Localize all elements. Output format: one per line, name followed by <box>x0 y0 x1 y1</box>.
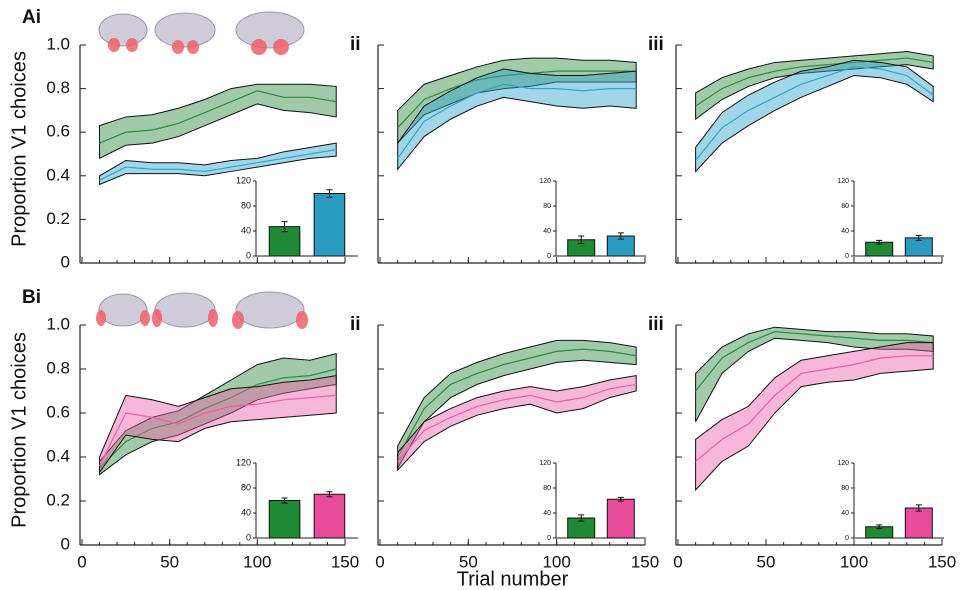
error-bar <box>915 234 922 241</box>
y-tick-label: 0.8 <box>46 78 70 97</box>
error-bar <box>281 497 288 504</box>
mean-line <box>397 383 637 462</box>
y-tick-label: 0 <box>61 534 70 553</box>
inset-y-tick-label: 0 <box>246 250 251 260</box>
inset-bar <box>313 493 346 539</box>
panel-label: ii <box>350 34 361 55</box>
inset-y-tick-label: 120 <box>539 178 551 185</box>
inset-y-tick-label: 40 <box>841 510 849 517</box>
error-bar <box>578 235 585 244</box>
mean-line <box>695 330 934 392</box>
mean-line <box>98 394 337 467</box>
inset-y-tick-label: 80 <box>543 485 551 492</box>
band <box>695 59 934 173</box>
brain-icons <box>96 11 308 329</box>
x-tick-label: 50 <box>459 552 478 571</box>
inset-y-tick-label: 0 <box>246 532 251 542</box>
band <box>99 375 337 474</box>
inset-y-tick-label: 0 <box>845 253 849 260</box>
band <box>99 142 337 186</box>
error-bar <box>915 504 922 512</box>
panel-label: Bi <box>22 287 41 308</box>
band <box>397 68 637 171</box>
error-bar <box>326 491 333 498</box>
error-bar <box>326 189 333 198</box>
inset-y-tick-label: 0 <box>547 535 551 542</box>
panel-label: iii <box>648 34 664 55</box>
x-tick-label: 0 <box>77 552 86 571</box>
y-tick-label: 0.6 <box>46 122 70 141</box>
x-tick-label: 50 <box>160 552 179 571</box>
x-tick-label: 150 <box>928 552 956 571</box>
x-tick-label: 150 <box>631 552 659 571</box>
error-bar <box>617 232 624 240</box>
inset-y-tick-label: 80 <box>543 203 551 210</box>
panel-label: iii <box>648 314 664 335</box>
band <box>695 342 934 492</box>
x-tick-label: 100 <box>840 552 868 571</box>
band <box>99 83 337 160</box>
y-tick-label: 1.0 <box>46 314 70 333</box>
inset-bar <box>268 500 301 539</box>
mean-line <box>397 348 637 458</box>
y-tick-label: 0.2 <box>46 490 70 509</box>
x-tick-label: 50 <box>757 552 776 571</box>
inset-bar <box>313 193 346 257</box>
inset-y-tick-label: 120 <box>539 460 551 467</box>
mean-line <box>397 83 637 159</box>
panel-label: ii <box>350 314 361 335</box>
mean-line <box>695 66 934 161</box>
y-tick-label: 0.2 <box>46 209 70 228</box>
mean-line <box>99 90 337 144</box>
mean-line <box>695 57 934 107</box>
x-tick-label: 0 <box>673 552 682 571</box>
panel-label: Ai <box>22 7 41 28</box>
y-tick-label: 0.8 <box>46 358 70 377</box>
inset-y-tick-label: 40 <box>543 228 551 235</box>
y-tick-label: 0.6 <box>46 402 70 421</box>
inset-y-tick-label: 120 <box>837 460 849 467</box>
inset-y-tick-label: 80 <box>241 482 251 492</box>
inset-y-tick-label: 40 <box>543 510 551 517</box>
inset-y-tick-label: 120 <box>837 178 849 185</box>
error-bar <box>617 496 624 502</box>
x-tick-label: 0 <box>375 552 384 571</box>
mean-line <box>99 149 337 181</box>
inset-y-tick-label: 80 <box>841 203 849 210</box>
inset-y-tick-label: 80 <box>241 200 251 210</box>
mean-line <box>695 355 934 462</box>
inset-bar <box>904 507 933 539</box>
inset-y-tick-label: 0 <box>845 535 849 542</box>
band <box>397 339 637 470</box>
mean-line <box>397 70 637 129</box>
band <box>695 51 934 121</box>
y-axis-label: Proportion V1 choices <box>8 332 30 528</box>
inset-y-tick-label: 40 <box>241 225 251 235</box>
error-bar <box>281 221 288 233</box>
x-tick-label: 100 <box>243 552 271 571</box>
inset-y-tick-label: 120 <box>236 457 251 467</box>
inset-y-tick-label: 80 <box>841 485 849 492</box>
inset-y-tick-label: 0 <box>547 253 551 260</box>
x-tick-label: 150 <box>331 552 359 571</box>
error-bar <box>876 524 883 530</box>
inset-y-tick-label: 40 <box>241 507 251 517</box>
error-bar <box>876 239 883 245</box>
inset-bar <box>606 498 635 539</box>
y-tick-label: 0.4 <box>46 446 70 465</box>
y-tick-label: 0.4 <box>46 165 70 184</box>
error-bar <box>578 514 585 522</box>
y-tick-label: 1.0 <box>46 34 70 53</box>
inset-y-tick-label: 40 <box>841 228 849 235</box>
mean-line <box>99 368 337 469</box>
y-axis-label: Proportion V1 choices <box>8 51 30 247</box>
x-tick-label: 100 <box>542 552 570 571</box>
x-axis-label: Trial number <box>457 568 569 590</box>
y-tick-label: 0 <box>61 252 70 271</box>
inset-y-tick-label: 120 <box>236 175 251 185</box>
